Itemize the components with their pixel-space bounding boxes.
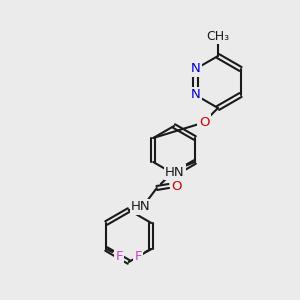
Text: O: O bbox=[199, 116, 209, 128]
Text: HN: HN bbox=[165, 166, 184, 178]
Text: F: F bbox=[116, 250, 123, 262]
Text: CH₃: CH₃ bbox=[206, 29, 230, 43]
Text: N: N bbox=[190, 62, 200, 76]
Text: O: O bbox=[172, 179, 182, 193]
Text: F: F bbox=[135, 250, 142, 262]
Text: N: N bbox=[190, 88, 200, 101]
Text: HN: HN bbox=[131, 200, 151, 214]
